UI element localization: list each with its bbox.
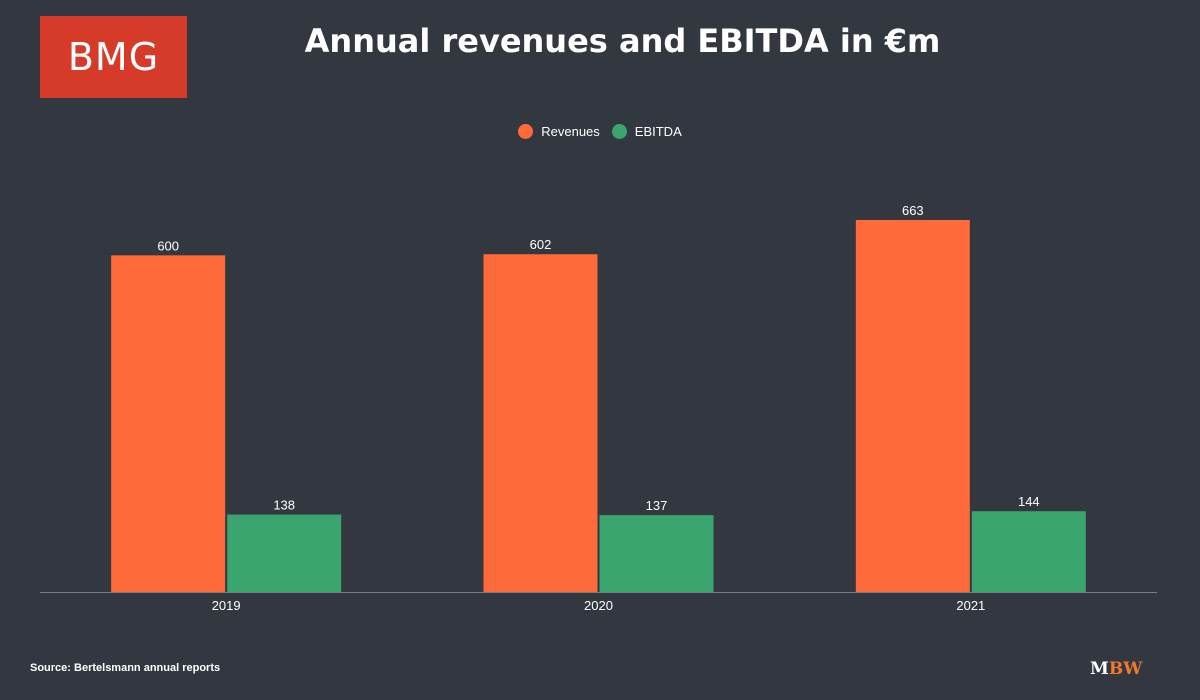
- bar-chart: 600 138 2019 602 137 2020 663 144 2021: [0, 0, 1200, 700]
- data-label-revenues-2021: 663: [902, 203, 924, 218]
- source-note: Source: Bertelsmann annual reports: [30, 662, 220, 674]
- chart-canvas: BMG Annual revenues and EBITDA in €m Rev…: [0, 0, 1200, 700]
- mbw-logo-m: M: [1090, 659, 1109, 679]
- bar-ebitda-2021[interactable]: [972, 511, 1086, 592]
- x-tick-label-2020: 2020: [584, 598, 613, 613]
- mbw-logo: MBW: [1090, 659, 1142, 679]
- x-tick-label-2019: 2019: [212, 598, 241, 613]
- bar-revenues-2021[interactable]: [856, 220, 970, 592]
- bar-ebitda-2019[interactable]: [227, 515, 341, 592]
- data-label-ebitda-2019: 138: [273, 498, 295, 513]
- data-label-ebitda-2020: 137: [646, 498, 668, 513]
- x-tick-label-2021: 2021: [956, 598, 985, 613]
- mbw-logo-bw: BW: [1109, 659, 1142, 679]
- data-label-revenues-2019: 600: [157, 238, 179, 253]
- bar-revenues-2020[interactable]: [484, 254, 598, 592]
- bar-revenues-2019[interactable]: [111, 255, 225, 592]
- bar-ebitda-2020[interactable]: [600, 515, 714, 592]
- data-label-ebitda-2021: 144: [1018, 494, 1040, 509]
- data-label-revenues-2020: 602: [530, 237, 552, 252]
